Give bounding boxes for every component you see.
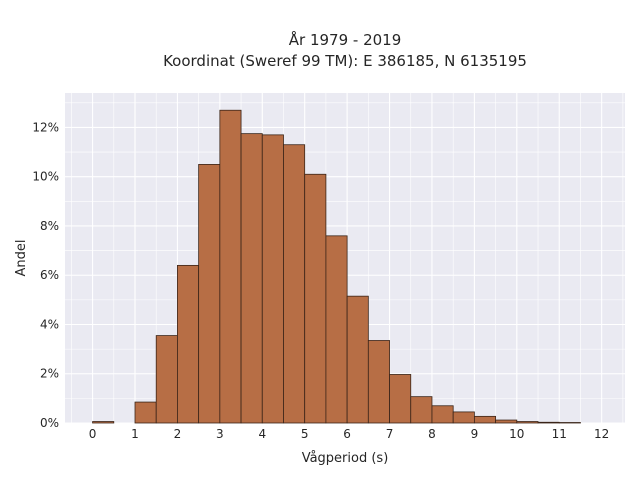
x-tick-label: 6 [343,427,351,441]
histogram-bar [219,109,242,424]
x-tick-label: 3 [216,427,224,441]
bars [92,109,581,424]
x-tick-label: 10 [509,427,524,441]
x-tick-label: 2 [174,427,182,441]
x-tick-label: 11 [552,427,567,441]
y-tick-label: 0% [40,416,59,430]
histogram-bar [92,421,115,424]
histogram-bar [325,235,348,424]
x-tick-label: 0 [89,427,97,441]
x-tick-label: 5 [301,427,309,441]
x-tick-label: 1 [131,427,139,441]
histogram-bar [367,340,390,424]
histogram-bar [198,164,221,424]
histogram-bar [177,264,200,424]
histogram-bar [431,405,454,424]
histogram-bar [134,401,157,424]
x-tick-label: 12 [594,427,609,441]
histogram-bar [240,133,263,424]
chart-title-line2: Koordinat (Sweref 99 TM): E 386185, N 61… [163,52,527,70]
histogram-bar [473,415,497,424]
histogram-bar [261,134,284,424]
x-axis-label: Vågperiod (s) [302,451,389,466]
histogram-bar [495,419,518,424]
histogram-bar [537,421,560,424]
y-tick-label: 2% [40,367,59,381]
histogram-bar [410,396,433,424]
y-tick-label: 10% [32,170,59,184]
x-tick-label: 7 [386,427,394,441]
y-tick-label: 12% [32,120,59,134]
y-axis-label: Andel [14,240,29,277]
x-tick-label: 9 [471,427,479,441]
y-tick-label: 4% [40,317,59,331]
chart-title-line1: År 1979 - 2019 [289,30,402,49]
histogram-bar [516,421,539,424]
x-tick-label: 4 [258,427,266,441]
y-tick-label: 6% [40,268,59,282]
histogram-bar [346,295,369,424]
histogram-bar [283,144,306,424]
x-tick-label: 8 [428,427,436,441]
histogram-bar [389,374,412,424]
histogram-bar [452,411,475,424]
y-axis-ticks: 0% 2% 4% 6% 8% 10% 12% [32,120,59,430]
histogram-bar [155,335,178,424]
histogram-bar [304,173,327,424]
y-tick-label: 8% [40,219,59,233]
x-axis-ticks: 0 1 2 3 4 5 6 7 8 9 10 11 12 [89,427,610,441]
